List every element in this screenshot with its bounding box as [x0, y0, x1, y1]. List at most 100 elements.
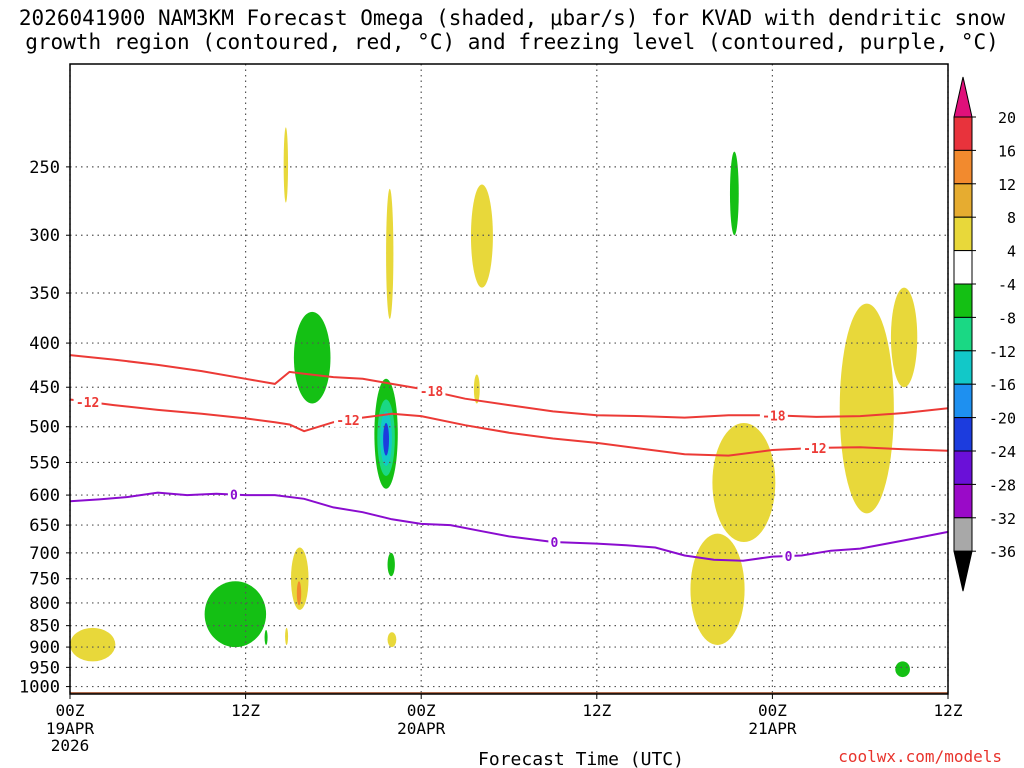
colorbar-label: -16: [989, 376, 1016, 394]
contour-minus12-label: -12: [803, 442, 826, 457]
colorbar-segment: [953, 283, 973, 318]
x-tick-label: 00Z: [407, 701, 436, 720]
x-date-label: 19APR: [46, 719, 95, 738]
colorbar-segment: [953, 116, 973, 151]
x-tick-label: 00Z: [56, 701, 85, 720]
omega-area: [264, 630, 268, 645]
colorbar-label: -8: [998, 309, 1016, 327]
colorbar-label: -32: [989, 510, 1016, 528]
y-tick-label: 250: [29, 158, 60, 178]
colorbar-label: 20: [998, 109, 1016, 127]
contour-minus12-label-bg: [73, 394, 102, 409]
x-date-label: 21APR: [748, 719, 797, 738]
plot-frame: [69, 63, 949, 695]
title-line-2: growth region (contoured, red, °C) and f…: [25, 30, 999, 54]
contour-minus18-label: -18: [762, 409, 786, 424]
omega-area: [386, 188, 394, 319]
x-tick-label: 12Z: [231, 701, 260, 720]
y-tick-label: 950: [29, 658, 60, 678]
y-tick-label: 850: [29, 617, 60, 637]
colorbar-segment: [953, 383, 973, 419]
y-tick-label: 750: [29, 570, 60, 590]
x-tick-label: 12Z: [934, 701, 963, 720]
colorbar-segment: [953, 450, 973, 485]
x-year-label: 2026: [51, 736, 90, 755]
terrain-layer: [70, 692, 948, 694]
y-tick-label: 600: [29, 486, 60, 506]
y-tick-label: 650: [29, 516, 60, 536]
omega-area: [285, 627, 289, 645]
y-tick-label: 350: [29, 284, 60, 304]
x-axis-label: Forecast Time (UTC): [478, 749, 684, 768]
colorbar-label: 16: [998, 142, 1016, 160]
y-axis: 2503003504004505005506006507007508008509…: [19, 158, 70, 698]
colorbar-label: -28: [989, 476, 1016, 494]
colorbar-segment: [953, 216, 973, 252]
contour-minus18-line: [69, 354, 949, 419]
omega-area: [387, 632, 397, 648]
grid-lines: [69, 64, 949, 694]
contour-minus12-label-bg: [334, 412, 363, 427]
terrain-fill: [70, 692, 948, 694]
colorbar-segment: [953, 417, 973, 452]
omega-area: [895, 661, 910, 678]
colorbar-segment: [953, 483, 973, 519]
omega-area: [290, 547, 309, 610]
y-tick-label: 700: [29, 544, 60, 564]
contour-freezing-line: [69, 491, 949, 562]
x-tick-label: 00Z: [758, 701, 787, 720]
y-tick-label: 1000: [19, 678, 60, 698]
credit-text: coolwx.com/models: [838, 747, 1002, 766]
colorbar-segment: [953, 149, 973, 185]
omega-area: [729, 151, 739, 236]
omega-area: [470, 184, 493, 288]
colorbar-label: -20: [989, 410, 1016, 428]
colorbar-label: 12: [998, 176, 1016, 194]
y-tick-label: 400: [29, 334, 60, 354]
y-tick-label: 450: [29, 378, 60, 398]
contour-freezing-label-bg: [548, 535, 561, 550]
colorbar-label: -24: [989, 443, 1016, 461]
omega-area: [473, 374, 480, 404]
omega-area: [712, 422, 776, 542]
omega-area: [839, 303, 894, 514]
x-date-label: 20APR: [397, 719, 446, 738]
colorbar-segment: [953, 350, 973, 385]
colorbar-label: -12: [989, 343, 1016, 361]
contour-minus12-label: -12: [76, 396, 99, 411]
y-tick-label: 500: [29, 418, 60, 438]
colorbar-segment: [953, 183, 973, 218]
colorbar-segment: [953, 316, 973, 352]
colorbar: 20 16 12 8 4 -4 -8 -12 -16 -20 -24 -28 -32 -36: [953, 76, 1016, 592]
contour-freezing-label-bg: [227, 487, 240, 502]
contour-minus18-label-bg: [759, 408, 788, 423]
colorbar-segment: [953, 517, 973, 552]
omega-area: [283, 127, 289, 203]
chart-title: 2026041900 NAM3KM Forecast Omega (shaded…: [0, 6, 1024, 54]
y-tick-label: 550: [29, 453, 60, 473]
y-tick-label: 900: [29, 638, 60, 658]
contour-freezing-label: 0: [785, 550, 793, 565]
colorbar-bottom-arrow: [953, 550, 973, 592]
contours: -12 -12 -12 -18 -18 0 0 0: [69, 354, 949, 565]
omega-area: [383, 422, 390, 456]
omega-area: [293, 311, 331, 404]
contour-freezing-label: 0: [230, 489, 238, 504]
colorbar-top-arrow: [953, 76, 973, 118]
contour-minus12-label-bg: [800, 440, 829, 455]
colorbar-label: -36: [989, 543, 1016, 561]
contour-minus18-label: -18: [420, 385, 444, 400]
plot-border: [69, 63, 949, 695]
colorbar-label: 8: [1007, 209, 1016, 227]
x-tick-label: 12Z: [582, 701, 611, 720]
omega-area: [70, 627, 116, 662]
contour-minus18-label-bg: [417, 384, 446, 399]
colorbar-label: -4: [998, 276, 1016, 294]
omega-area: [690, 533, 745, 645]
omega-area: [387, 552, 395, 577]
y-tick-label: 800: [29, 594, 60, 614]
omega-area: [890, 287, 918, 388]
contour-freezing-label-bg: [782, 549, 795, 564]
